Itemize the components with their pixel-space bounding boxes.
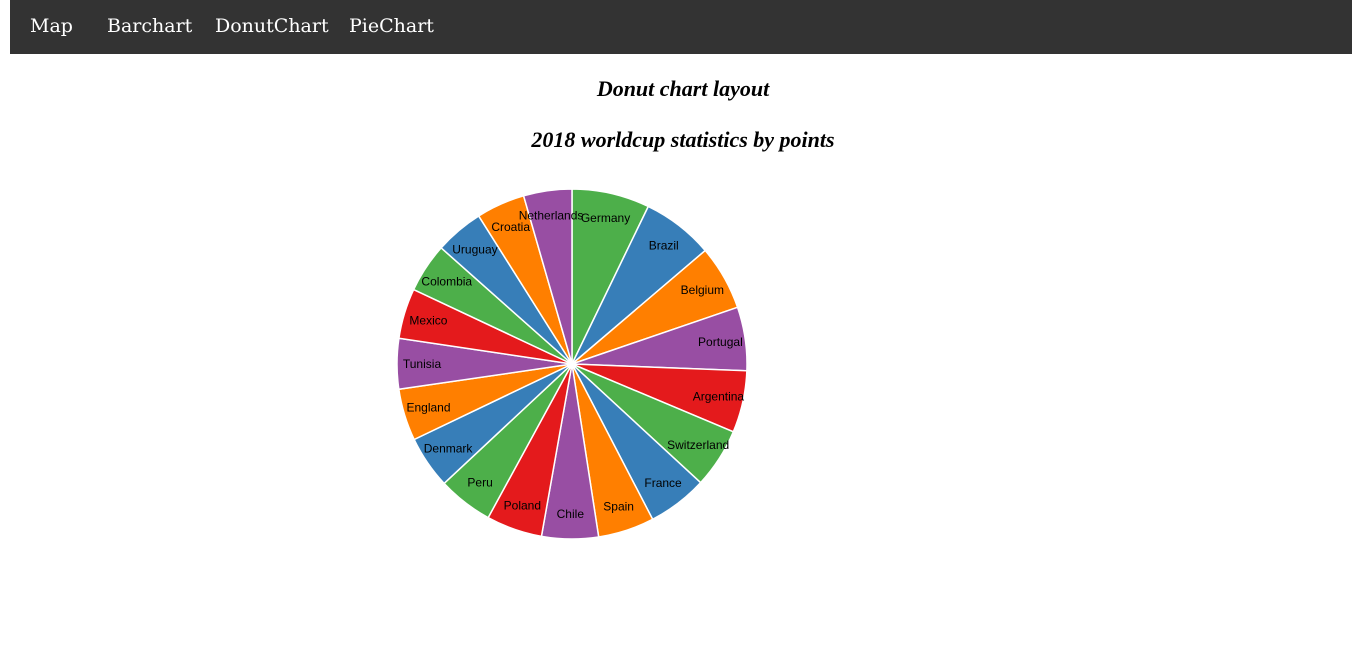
chart-title: 2018 worldcup statistics by points [531,127,835,152]
pie-slice-netherlands[interactable] [522,188,573,365]
top-navbar: Map Barchart DonutChart PieChart [10,0,1352,54]
nav-link-barchart[interactable]: Barchart [107,15,193,37]
pie-slices [396,188,748,540]
nav-link-donutchart[interactable]: DonutChart [215,15,329,37]
page-title: Donut chart layout [596,76,770,101]
nav-link-map[interactable]: Map [30,15,73,37]
nav-link-piechart[interactable]: PieChart [349,15,434,37]
